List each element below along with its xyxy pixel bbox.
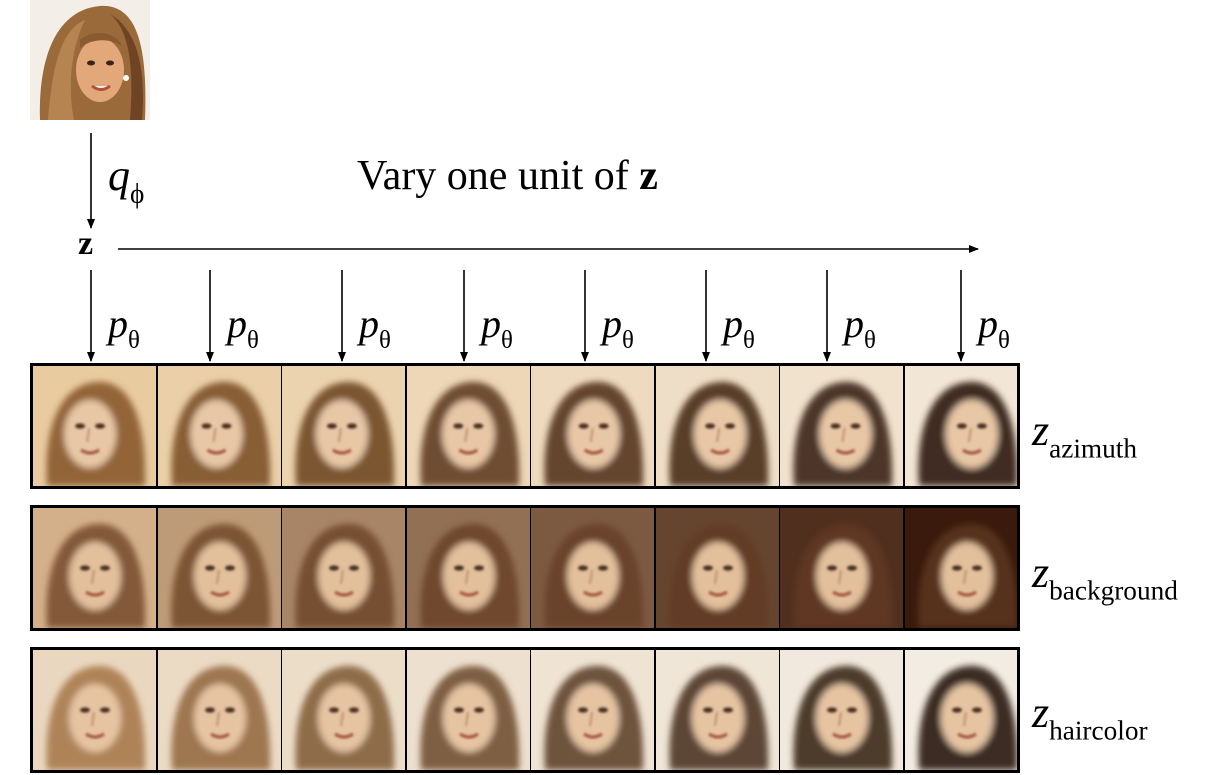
decoder-subscript: θ [379,327,391,355]
row-strip-haircolor [30,647,1020,773]
generated-face-azimuth-6 [655,366,779,486]
decoder-subscript: θ [128,327,140,355]
encoder-label: qϕ [108,151,145,209]
row-subscript: haircolor [1049,715,1148,746]
row-label-background: zbackground [1032,547,1178,606]
generated-face-haircolor-1 [33,650,156,770]
generated-face-haircolor-8 [904,650,1017,770]
generated-face-azimuth-5 [531,366,654,486]
decoder-symbol: p [723,301,743,346]
decoder-subscript: θ [998,327,1010,355]
row-strip-azimuth [30,363,1020,489]
generated-face-background-8 [904,508,1017,628]
row-label-azimuth: zazimuth [1032,405,1137,464]
generated-face-haircolor-4 [406,650,530,770]
row-symbol: z [1032,406,1050,455]
generated-face-background-6 [655,508,779,628]
decoder-label-3: pθ [359,300,391,355]
decoder-label-5: pθ [602,300,634,355]
generated-face-haircolor-2 [157,650,281,770]
decoder-subscript: θ [743,327,755,355]
row-subscript: azimuth [1049,433,1137,464]
generated-face-background-7 [780,508,903,628]
generated-face-haircolor-7 [780,650,903,770]
figure-title: Vary one unit of z [357,153,658,199]
generated-face-azimuth-1 [33,366,156,486]
decoder-label-8: pθ [978,300,1010,355]
generated-face-haircolor-3 [282,650,405,770]
decoder-symbol: p [227,301,247,346]
generated-face-azimuth-8 [904,366,1017,486]
row-strip-background [30,505,1020,631]
row-subscript: background [1049,575,1178,606]
generated-face-background-2 [157,508,281,628]
decoder-symbol: p [481,301,501,346]
generated-face-azimuth-2 [157,366,281,486]
decoder-symbol: p [978,301,998,346]
generated-face-background-3 [282,508,405,628]
row-label-haircolor: zhaircolor [1032,687,1148,746]
decoder-subscript: θ [864,327,876,355]
decoder-subscript: θ [247,327,259,355]
decoder-symbol: p [108,301,128,346]
row-symbol: z [1032,688,1050,737]
decoder-label-6: pθ [723,300,755,355]
decoder-label-2: pθ [227,300,259,355]
generated-face-azimuth-4 [406,366,530,486]
generated-face-haircolor-6 [655,650,779,770]
generated-face-background-4 [406,508,530,628]
generated-face-background-5 [531,508,654,628]
decoder-subscript: θ [501,327,513,355]
decoder-label-7: pθ [844,300,876,355]
generated-face-azimuth-3 [282,366,405,486]
latent-label: z [78,225,94,262]
decoder-symbol: p [602,301,622,346]
decoder-symbol: p [359,301,379,346]
row-symbol: z [1032,548,1050,597]
decoder-label-4: pθ [481,300,513,355]
generated-face-haircolor-5 [531,650,654,770]
input-face-image [30,0,150,120]
generated-face-azimuth-7 [780,366,903,486]
decoder-symbol: p [844,301,864,346]
decoder-subscript: θ [622,327,634,355]
generated-face-background-1 [33,508,156,628]
decoder-label-1: pθ [108,300,140,355]
